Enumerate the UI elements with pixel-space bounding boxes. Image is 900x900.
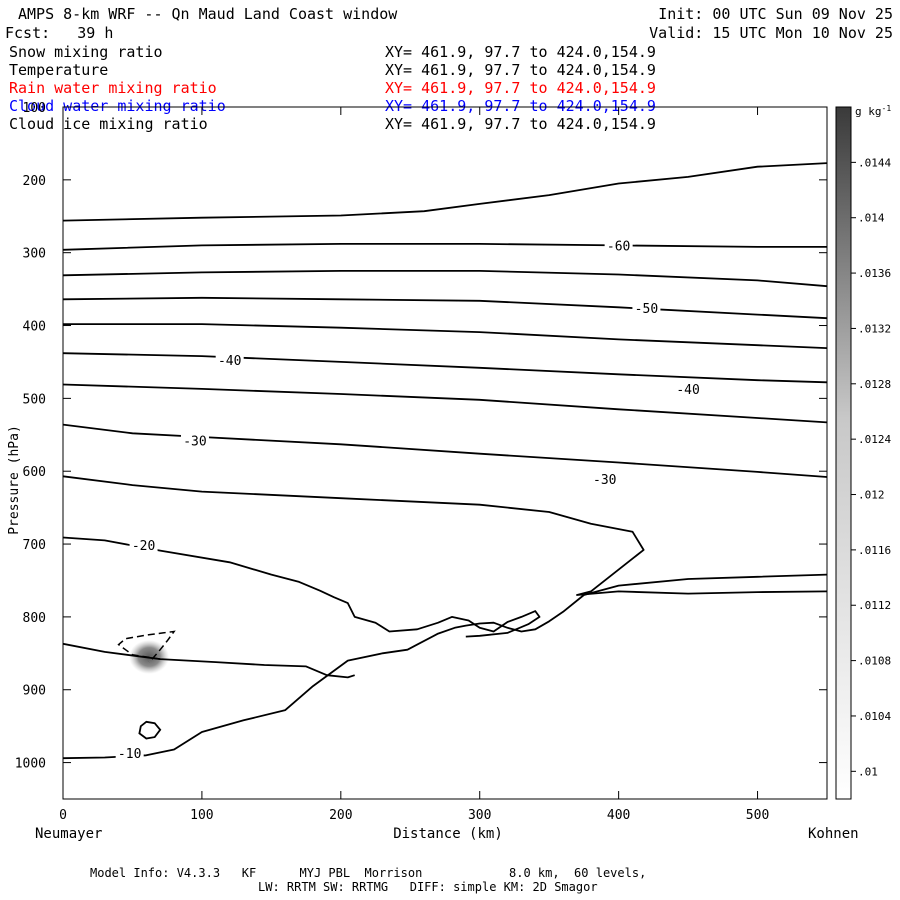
field-xsection-coords: XY= 461.9, 97.7 to 424.0,154.9 [385, 79, 656, 97]
field-xsection-coords: XY= 461.9, 97.7 to 424.0,154.9 [385, 97, 656, 115]
contour-labels: -60 -50 -40 -40 -30 -30 -20 -10 [115, 237, 703, 762]
colorbar-tick-label: .014 [858, 212, 885, 225]
x-tick-label: 100 [190, 808, 213, 823]
y-tick-label: 300 [23, 247, 46, 262]
temperature-contour [63, 352, 827, 384]
contour-label-bg [632, 300, 661, 316]
y-tick-label: 800 [23, 611, 46, 626]
temperature-contour [63, 536, 541, 638]
plot-area [63, 162, 827, 760]
colorbar-tick-label: .01 [858, 765, 878, 778]
temperature-contour [63, 423, 827, 478]
colorbar-tick-label: .0116 [858, 544, 891, 557]
model-physics: LW: RRTM SW: RRTMG DIFF: simple KM: 2D S… [258, 880, 598, 894]
colorbar-tick-label: .0124 [858, 433, 891, 446]
colorbar-tick-label: .0136 [858, 267, 891, 280]
contour-label-bg [180, 432, 209, 448]
y-tick-label: 500 [23, 392, 46, 407]
field-name: Cloud ice mixing ratio [9, 115, 208, 133]
x-tick-label: 500 [746, 808, 769, 823]
valid-time: Valid: 15 UTC Mon 10 Nov 25 [649, 24, 893, 42]
temperature-contour [63, 243, 827, 251]
temperature-contour [63, 383, 827, 424]
contour-label: -30 [183, 435, 206, 450]
temperature-contour [63, 270, 827, 288]
forecast-hour: Fcst: 39 h [5, 24, 113, 42]
y-tick-label: 700 [23, 538, 46, 553]
field-list: Snow mixing ratio XY= 461.9, 97.7 to 424.… [9, 43, 656, 133]
y-tick-label: 900 [23, 684, 46, 699]
x-axis: 0 100 200 300 400 500 [59, 107, 769, 823]
contour-label-bg [215, 351, 244, 367]
colorbar-tick-label: .0104 [858, 710, 891, 723]
field-xsection-coords: XY= 461.9, 97.7 to 424.0,154.9 [385, 115, 656, 133]
x-axis-label: Distance (km) [393, 826, 503, 842]
y-axis-label: Pressure (hPa) [7, 425, 22, 535]
contour-label-bg [604, 237, 633, 253]
temperature-contour [63, 475, 827, 596]
field-xsection-coords: XY= 461.9, 97.7 to 424.0,154.9 [385, 43, 656, 61]
contour-label: -30 [593, 473, 616, 488]
chart-title: AMPS 8-km WRF -- Qn Maud Land Coast wind… [18, 5, 398, 23]
field-name: Rain water mixing ratio [9, 79, 217, 97]
model-info: Model Info: V4.3.3 KF MYJ PBL Morrison 8… [90, 866, 646, 880]
temperature-contour [63, 162, 827, 222]
colorbar-tick-label: .0132 [858, 322, 891, 335]
x-tick-label: 200 [329, 808, 352, 823]
x-axis-right-station: Kohnen [808, 826, 859, 842]
field-name: Snow mixing ratio [9, 43, 163, 61]
y-tick-label: 400 [23, 320, 46, 335]
contour-label: -60 [607, 239, 630, 254]
colorbar-unit: g kg-1 [855, 104, 891, 118]
x-tick-label: 0 [59, 808, 67, 823]
contour-label-bg [674, 380, 703, 396]
temperature-contour [63, 573, 827, 760]
colorbar-ticks: .01 .0104 .0108 .0112 .0116 .012 .0124 .0128 .01… [851, 156, 891, 778]
x-tick-label: 400 [607, 808, 630, 823]
y-axis: 100 200 300 400 500 600 700 800 900 1000 [15, 101, 827, 772]
x-axis-left-station: Neumayer [35, 826, 102, 842]
y-tick-label: 1000 [15, 757, 46, 772]
x-tick-label: 300 [468, 808, 491, 823]
temperature-contour-closed [138, 720, 162, 740]
contour-label: -40 [218, 354, 241, 369]
temperature-contour [63, 296, 827, 320]
temperature-contour [63, 642, 355, 679]
colorbar-tick-label: .0112 [858, 599, 891, 612]
field-xsection-coords: XY= 461.9, 97.7 to 424.0,154.9 [385, 61, 656, 79]
colorbar-tick-label: .0144 [858, 156, 891, 169]
cloud-ice-dashed-contour [117, 630, 176, 663]
contour-label-bg [129, 536, 158, 552]
field-name: Temperature [9, 61, 108, 79]
contour-label-bg [115, 745, 144, 761]
y-tick-label: 600 [23, 465, 46, 480]
contour-label: -10 [118, 747, 141, 762]
colorbar [835, 106, 852, 800]
y-tick-label: 200 [23, 174, 46, 189]
colorbar-tick-label: .0108 [858, 655, 891, 668]
plot-frame [62, 106, 828, 800]
colorbar-tick-label: .012 [858, 489, 885, 502]
contour-label: -50 [635, 302, 658, 317]
y-tick-label: 100 [23, 101, 46, 116]
temperature-contour [63, 323, 827, 349]
contour-label: -20 [132, 539, 155, 554]
colorbar-tick-label: .0128 [858, 378, 891, 391]
init-time: Init: 00 UTC Sun 09 Nov 25 [658, 5, 893, 23]
contour-label: -40 [676, 383, 699, 398]
contour-label-bg [590, 471, 619, 487]
